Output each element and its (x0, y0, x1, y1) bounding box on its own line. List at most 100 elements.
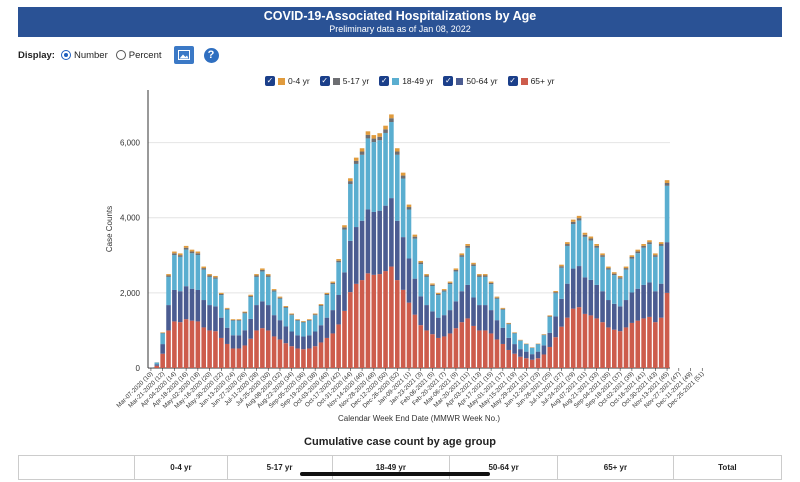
bar-segment (611, 272, 617, 274)
bar-segment (336, 260, 341, 263)
bar-segment (307, 348, 312, 368)
bar-segment (664, 292, 670, 368)
bar-segment (570, 224, 576, 269)
table-header-cell (17, 455, 136, 480)
legend-item[interactable]: ✓ 18-49 yr (379, 76, 433, 86)
bar-segment (195, 255, 201, 290)
bar-segment (312, 331, 318, 347)
bar-segment (658, 244, 664, 246)
bar-segment (471, 325, 476, 368)
bar-segment (412, 278, 418, 315)
bar-segment (406, 207, 412, 210)
bar-segment (389, 122, 394, 199)
legend-checkbox[interactable]: ✓ (265, 76, 275, 86)
bar-segment (482, 276, 488, 306)
legend-item[interactable]: ✓ 50-64 yr (443, 76, 498, 86)
bar-segment (336, 295, 341, 325)
bar-segment (588, 238, 594, 241)
bar-segment (611, 303, 617, 330)
bar-segment (248, 294, 253, 296)
chart-header: COVID-19-Associated Hospitalizations by … (18, 7, 782, 37)
bar-segment (488, 281, 494, 283)
bar-segment (412, 238, 418, 279)
legend: ✓ 0-4 yr ✓ 5-17 yr ✓ 18-49 yr ✓ 50-64 yr ✓ 65+ yr (265, 76, 564, 86)
bar-segment (418, 264, 424, 297)
bar-segment (494, 298, 500, 321)
legend-item[interactable]: ✓ 0-4 yr (265, 76, 310, 86)
bar-segment (436, 317, 441, 338)
legend-checkbox[interactable]: ✓ (443, 76, 454, 86)
bar-segment (172, 251, 177, 254)
percent-option[interactable]: Percent (115, 50, 162, 61)
bar-segment (500, 309, 506, 328)
bar-segment (236, 335, 242, 349)
bar-segment (471, 262, 476, 265)
y-tick-label: 4,000 (120, 214, 141, 223)
legend-checkbox[interactable]: ✓ (507, 76, 518, 86)
bar-segment (236, 348, 242, 368)
bar-segment (172, 253, 177, 256)
bar-segment (664, 182, 670, 186)
bar-segment (424, 274, 429, 276)
bar-segment (160, 332, 165, 333)
bar-segment (312, 315, 318, 332)
bar-segment (213, 306, 218, 332)
bar-segment (207, 275, 212, 277)
bar-segment (553, 290, 558, 293)
bar-segment (365, 134, 371, 139)
bar-segment (570, 308, 576, 368)
bar-segment (295, 348, 300, 368)
bar-segment (336, 259, 341, 261)
bar-segment (647, 316, 652, 368)
table-title: Cumulative case count by age group (304, 436, 496, 448)
bar-segment (230, 319, 236, 320)
bar-segment (265, 276, 271, 306)
bar-segment (154, 365, 160, 368)
image-download-button[interactable] (173, 46, 194, 64)
bar-segment (389, 266, 394, 368)
bar-segment (312, 346, 318, 368)
bar-segment (471, 264, 476, 266)
bar-segment (641, 247, 646, 285)
bar-segment (289, 314, 294, 316)
bar-segment (430, 334, 435, 368)
bar-segment (611, 275, 617, 304)
bar-segment (588, 236, 594, 239)
bar-segment (582, 232, 588, 235)
legend-checkbox[interactable]: ✓ (319, 76, 330, 86)
legend-checkbox[interactable]: ✓ (379, 76, 390, 86)
bar-segment (418, 296, 424, 326)
cumulative-table: 0-4 yr 5-17 yr 18-49 yr 50-64 yr 65+ yr Total (17, 455, 783, 480)
bar-segment (342, 272, 347, 311)
percent-radio[interactable] (115, 50, 126, 60)
bar-segment (453, 269, 459, 272)
legend-item[interactable]: ✓ 65+ yr (507, 76, 554, 86)
bar-segment (430, 284, 435, 287)
bar-segment (277, 297, 283, 299)
legend-item[interactable]: ✓ 5-17 yr (319, 76, 369, 86)
bar-segment (318, 306, 324, 326)
bar-segment (436, 293, 441, 296)
number-option[interactable]: Number (60, 50, 108, 61)
bar-segment (330, 282, 336, 285)
bar-segment (506, 322, 511, 324)
bar-segment (629, 255, 635, 257)
bar-segment (213, 275, 218, 278)
bar-segment (535, 351, 541, 359)
bar-segment (553, 293, 558, 317)
bar-segment (611, 273, 617, 276)
bar-segment (289, 315, 294, 332)
bar-segment (629, 258, 635, 293)
bar-segment (271, 315, 277, 337)
bar-segment (623, 327, 629, 368)
scroll-indicator[interactable] (300, 472, 490, 476)
bar-segment (177, 291, 183, 323)
bar-segment (424, 330, 429, 368)
help-icon[interactable]: ? (203, 47, 219, 63)
bar-segment (224, 308, 230, 310)
bar-segment (453, 328, 459, 368)
number-radio[interactable] (60, 50, 71, 60)
bar-segment (418, 325, 424, 368)
bar-segment (436, 292, 441, 294)
bar-segment (307, 319, 312, 320)
